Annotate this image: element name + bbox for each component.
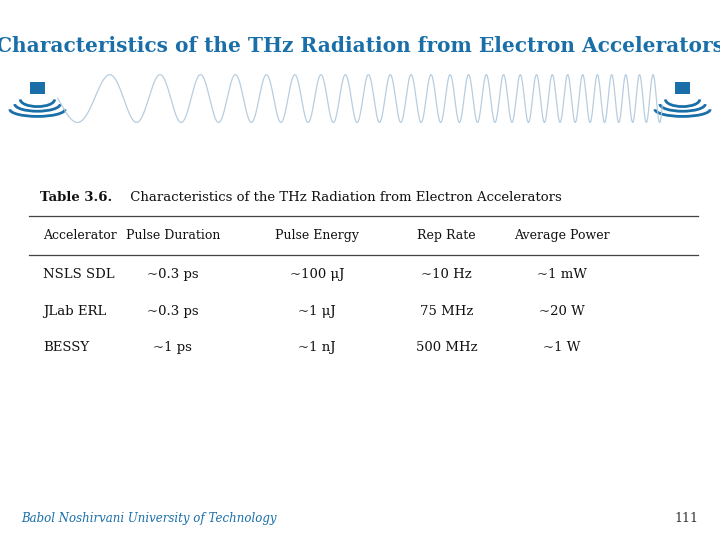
Text: ~20 W: ~20 W [539, 305, 585, 318]
Text: Accelerator: Accelerator [43, 229, 117, 242]
Text: Characteristics of the THz Radiation from Electron Accelerators: Characteristics of the THz Radiation fro… [126, 191, 562, 204]
Text: ~1 mW: ~1 mW [536, 268, 587, 281]
Text: 75 MHz: 75 MHz [420, 305, 473, 318]
Text: ~1 μJ: ~1 μJ [298, 305, 336, 318]
FancyBboxPatch shape [30, 82, 45, 94]
Text: BESSY: BESSY [43, 341, 89, 354]
Text: ~0.3 ps: ~0.3 ps [147, 305, 199, 318]
Text: ~1 W: ~1 W [543, 341, 580, 354]
Text: 111: 111 [675, 512, 698, 525]
Text: JLab ERL: JLab ERL [43, 305, 107, 318]
Text: 500 MHz: 500 MHz [415, 341, 477, 354]
FancyBboxPatch shape [675, 82, 690, 94]
Text: ~100 μJ: ~100 μJ [289, 268, 344, 281]
Text: ~1 ps: ~1 ps [153, 341, 192, 354]
Text: Average Power: Average Power [514, 229, 609, 242]
Text: NSLS SDL: NSLS SDL [43, 268, 114, 281]
Text: Rep Rate: Rep Rate [417, 229, 476, 242]
Text: ~1 nJ: ~1 nJ [298, 341, 336, 354]
Text: Characteristics of the THz Radiation from Electron Accelerators: Characteristics of the THz Radiation fro… [0, 36, 720, 56]
Text: Pulse Energy: Pulse Energy [275, 229, 359, 242]
Text: Table 3.6.: Table 3.6. [40, 191, 112, 204]
Text: Pulse Duration: Pulse Duration [125, 229, 220, 242]
Text: Babol Noshirvani University of Technology: Babol Noshirvani University of Technolog… [22, 512, 277, 525]
Text: ~0.3 ps: ~0.3 ps [147, 268, 199, 281]
Text: ~10 Hz: ~10 Hz [421, 268, 472, 281]
